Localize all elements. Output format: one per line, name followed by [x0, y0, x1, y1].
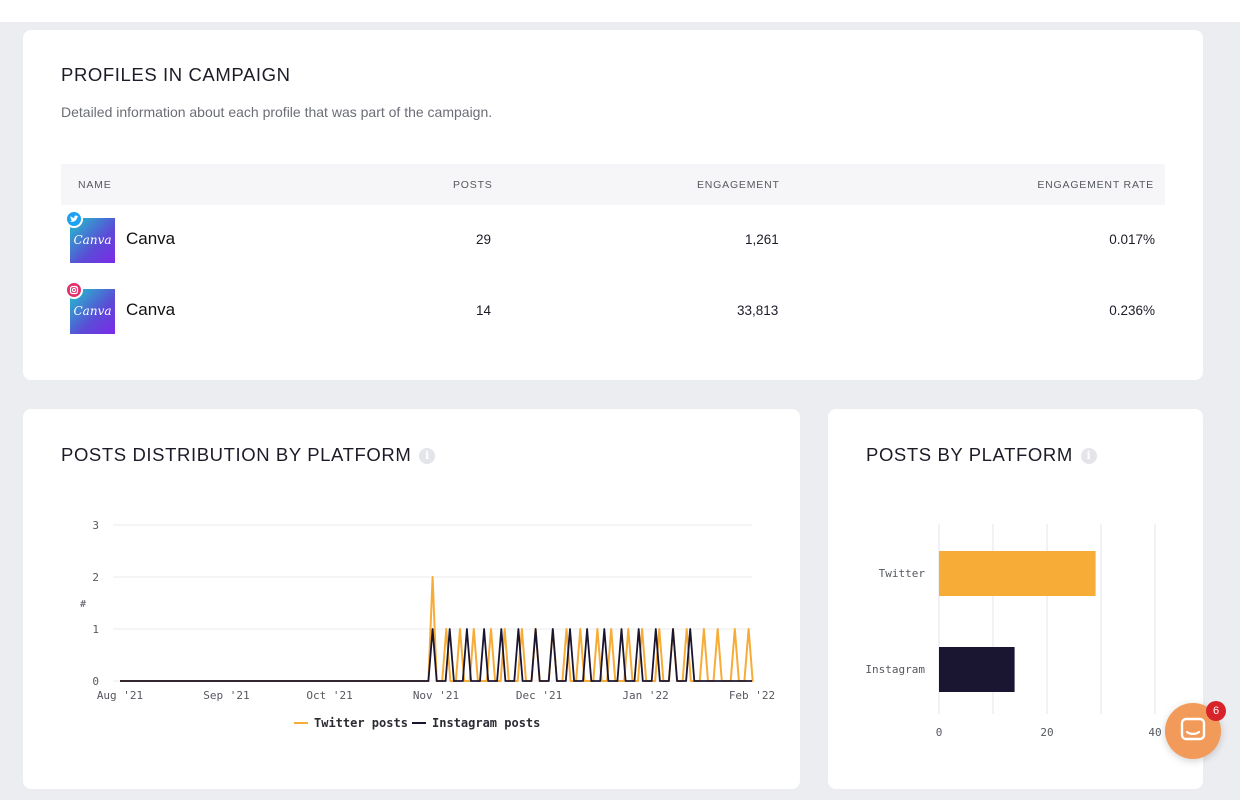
- profiles-subtitle: Detailed information about each profile …: [61, 104, 493, 120]
- profiles-card: PROFILES IN CAMPAIGN Detailed informatio…: [23, 30, 1203, 380]
- profiles-title: PROFILES IN CAMPAIGN: [61, 64, 291, 85]
- legend-twitter[interactable]: Twitter posts: [294, 716, 408, 730]
- bar-instagram: [939, 647, 1015, 692]
- posts-value: 14: [476, 303, 492, 318]
- table-row[interactable]: Canva Canva 29 1,261 0.017%: [61, 210, 1165, 270]
- x-tick-label: Oct '21: [306, 689, 352, 702]
- y-axis-label: #: [80, 599, 86, 610]
- table-header: NAME POSTS ENGAGEMENT ENGAGEMENT RATE: [61, 164, 1165, 205]
- column-engagement-header[interactable]: ENGAGEMENT: [697, 179, 780, 191]
- posts-by-platform-chart: 0 20 40 Twitter Instagram: [865, 524, 1162, 739]
- top-bar: [0, 0, 1240, 22]
- distribution-title: POSTS DISTRIBUTION BY PLATFORM i: [61, 444, 436, 466]
- engagement-value: 33,813: [737, 303, 779, 318]
- legend-swatch: [294, 722, 308, 724]
- x-tick-label: Sep '21: [203, 689, 249, 702]
- profile-name[interactable]: Canva: [126, 229, 176, 248]
- platform-title: POSTS BY PLATFORM i: [866, 444, 1097, 466]
- posts-distribution-card: POSTS DISTRIBUTION BY PLATFORM i 0 1 2 3 # Aug…: [23, 409, 800, 789]
- posts-distribution-chart: 0 1 2 3 # Aug '21 Sep '21 Oct '21 Nov '21 Dec '21…: [80, 519, 775, 702]
- x-tick-label: Nov '21: [413, 689, 459, 702]
- legend-instagram[interactable]: Instagram posts: [412, 716, 540, 730]
- bar-twitter: [939, 551, 1096, 596]
- x-tick-label: 0: [936, 726, 943, 739]
- instagram-posts-line: [120, 628, 752, 682]
- posts-by-platform-card: POSTS BY PLATFORM i 0 20 40 Twitter Instagram: [828, 409, 1203, 789]
- info-icon[interactable]: i: [1080, 448, 1097, 464]
- category-label: Twitter: [879, 567, 926, 580]
- info-icon[interactable]: i: [419, 448, 436, 464]
- table-row[interactable]: Canva Canva 14 33,813 0.236%: [61, 281, 1165, 341]
- avatar: Canva: [70, 218, 115, 263]
- engagement-value: 1,261: [745, 232, 779, 247]
- x-tick-label: Dec '21: [516, 689, 562, 702]
- posts-value: 29: [476, 232, 492, 247]
- twitter-posts-line: [120, 576, 754, 682]
- chat-icon: [1180, 717, 1206, 741]
- chat-notification-badge: 6: [1206, 701, 1226, 721]
- column-posts-header[interactable]: POSTS: [453, 179, 493, 191]
- legend-swatch: [412, 722, 426, 724]
- column-engagement-rate-header[interactable]: ENGAGEMENT RATE: [1037, 179, 1154, 191]
- x-tick-label: 40: [1148, 726, 1161, 739]
- distribution-title-text: POSTS DISTRIBUTION BY PLATFORM: [61, 444, 412, 465]
- category-label: Instagram: [865, 663, 925, 676]
- y-tick-label: 2: [92, 571, 99, 584]
- engagement-rate-value: 0.236%: [1109, 303, 1155, 318]
- y-tick-label: 0: [92, 675, 99, 688]
- y-tick-label: 1: [92, 623, 99, 636]
- platform-title-text: POSTS BY PLATFORM: [866, 444, 1073, 465]
- profile-name[interactable]: Canva: [126, 300, 176, 319]
- x-tick-label: Aug '21: [97, 689, 143, 702]
- legend-label: Twitter posts: [314, 716, 408, 730]
- twitter-icon: [65, 210, 83, 228]
- instagram-icon: [65, 281, 83, 299]
- legend-label: Instagram posts: [432, 716, 541, 730]
- y-tick-label: 3: [92, 519, 99, 532]
- x-tick-label: 20: [1040, 726, 1053, 739]
- column-name-header[interactable]: NAME: [78, 179, 112, 191]
- x-tick-label: Jan '22: [622, 689, 668, 702]
- engagement-rate-value: 0.017%: [1109, 232, 1155, 247]
- x-tick-label: Feb '22: [729, 689, 775, 702]
